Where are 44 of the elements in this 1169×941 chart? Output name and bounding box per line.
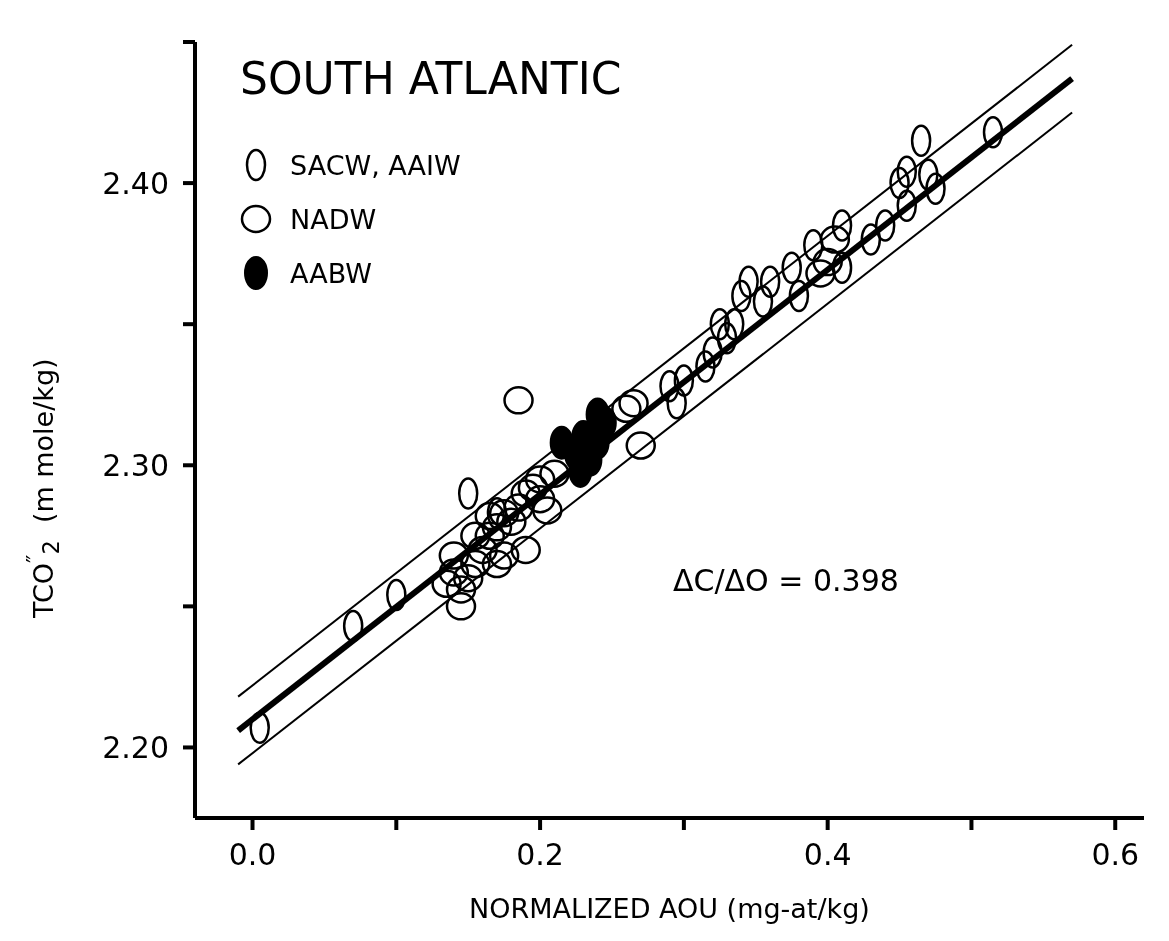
point [460,521,491,551]
annotation: ΔC/ΔO = 0.398 [673,563,899,598]
point [611,394,642,424]
legend-label: NADW [290,203,377,235]
point [445,575,477,604]
point [460,549,491,579]
point [503,386,534,415]
point [524,484,556,514]
y-tick-label: 2.20 [102,730,169,766]
point [503,493,534,522]
point [532,496,563,525]
point [805,259,836,288]
point [474,501,506,531]
y-tick-label: 2.40 [102,165,169,201]
point [481,513,513,542]
point [488,498,520,528]
y-tick-label: 2.30 [102,447,169,483]
point [812,247,843,277]
point [510,535,541,565]
point [438,541,470,570]
point [467,535,498,565]
point [438,558,470,587]
point [445,592,477,621]
x-tick-label: 0.2 [516,837,564,873]
chart-title: SOUTH ATLANTIC [240,53,622,104]
point [625,431,656,460]
point [496,507,527,536]
x-tick-label: 0.6 [1091,837,1140,873]
point [524,465,556,494]
point [618,388,649,418]
point [539,459,570,488]
point [510,479,541,508]
x-tick-label: 0.0 [228,837,277,873]
point [474,521,506,551]
legend-label: AABW [290,257,372,289]
point [488,541,520,570]
legend-label: SACW, AAIW [290,149,461,181]
point [481,549,513,579]
x-tick-label: 0.4 [803,837,852,873]
point [431,569,462,599]
x-axis-title: NORMALIZED AOU (mg-at/kg) [469,893,870,924]
point [819,225,851,254]
point [452,563,484,593]
point [517,473,549,503]
